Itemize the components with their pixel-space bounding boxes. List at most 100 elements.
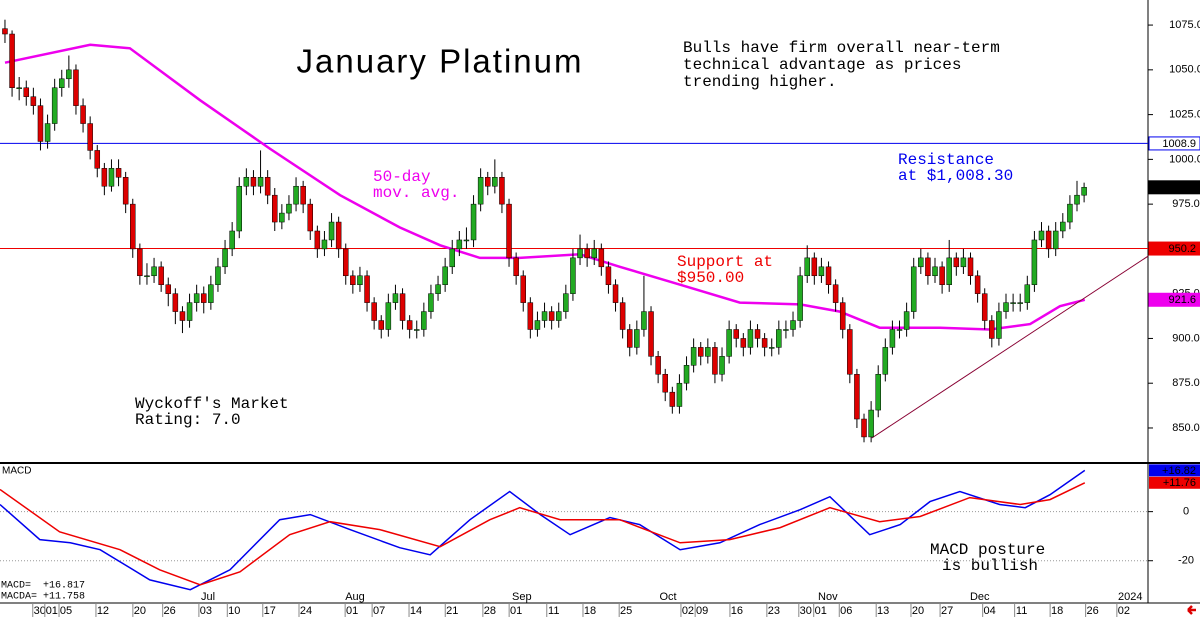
price-tag-label: 1008.9 <box>1162 138 1196 150</box>
candle-body <box>229 230 235 250</box>
candle-body <box>861 418 867 438</box>
month-label: Oct <box>660 591 677 603</box>
candle-body <box>903 311 910 330</box>
y-tick-label: 0 <box>1183 506 1189 518</box>
candle-body <box>875 374 881 411</box>
candle-body <box>697 347 704 357</box>
candle-body <box>648 311 654 357</box>
candle-body <box>449 248 455 268</box>
candle-body <box>896 329 903 331</box>
x-tick-label: 30 <box>34 605 46 617</box>
candle-body <box>463 239 470 242</box>
y-tick-label: 1000.0 <box>1169 153 1200 165</box>
candle-body <box>30 96 37 106</box>
candle-body <box>108 168 115 187</box>
candle-body <box>825 266 832 285</box>
candle-body <box>939 266 945 285</box>
candle-body <box>385 302 392 330</box>
x-tick-label: 16 <box>731 605 743 617</box>
candle-body <box>208 284 214 303</box>
candle-body <box>193 293 200 303</box>
candle-body <box>314 230 321 250</box>
candle-body <box>421 311 427 330</box>
candle-body <box>477 177 484 205</box>
value-tag <box>1149 476 1200 489</box>
x-tick-label: 18 <box>1051 605 1063 617</box>
candle-body <box>80 105 86 124</box>
candle-body <box>669 391 676 407</box>
candle-body <box>172 293 179 312</box>
value-tag-label: +16.82 <box>1162 465 1196 477</box>
x-tick-label: 11 <box>548 605 559 617</box>
resistance-note: Resistance at $1,008.30 <box>898 151 1013 185</box>
ma-note-line: mov. avg. <box>373 184 459 202</box>
x-tick-label: 17 <box>264 605 276 617</box>
scroll-arrow[interactable] <box>1187 605 1196 615</box>
candle-body <box>918 257 924 268</box>
support-note-line: $950.00 <box>677 269 744 287</box>
candle-body <box>2 28 8 35</box>
rating-note: Wyckoff's Market Rating: 7.0 <box>135 395 289 429</box>
x-tick-label: 18 <box>584 605 596 617</box>
candle-body <box>641 311 647 330</box>
candle-body <box>1031 239 1038 285</box>
x-tick-label: 20 <box>134 605 146 617</box>
candle-body <box>37 105 44 142</box>
month-label: Jul <box>201 591 215 603</box>
y-tick-label: 975.0 <box>1172 198 1200 210</box>
candle-body <box>832 284 839 303</box>
candle-body <box>357 275 363 285</box>
price-tag <box>1148 292 1200 307</box>
candle-body <box>158 266 164 285</box>
candle-body <box>492 177 498 187</box>
candle-body <box>747 329 754 348</box>
chart-title: January Platinum <box>297 43 584 80</box>
candle-body <box>499 177 505 205</box>
candle-body <box>634 329 640 348</box>
macd-note-line: is bullish <box>942 557 1038 575</box>
candle-body <box>974 275 981 294</box>
candle-body <box>719 356 725 375</box>
candle-body <box>243 177 250 187</box>
candle-body <box>350 275 356 285</box>
candle-body <box>59 78 65 88</box>
candle-body <box>655 356 661 375</box>
candle-body <box>94 150 101 169</box>
resistance-note-line: Resistance <box>898 151 994 169</box>
candle-body <box>264 177 271 196</box>
candle-body <box>520 275 526 303</box>
candle-body <box>257 177 264 187</box>
candle-body <box>16 87 22 89</box>
candle-body <box>364 275 370 303</box>
candle-body <box>662 374 668 393</box>
candle-body <box>300 185 306 205</box>
candle-body <box>321 239 328 250</box>
support-note-line: Support at <box>677 253 773 271</box>
y-tick-label: 1075.0 <box>1169 19 1200 31</box>
candle-body <box>250 177 257 187</box>
price-tag-label: 984.4 <box>1168 182 1196 194</box>
candle-body <box>470 203 477 241</box>
candle-body <box>591 248 597 259</box>
y-tick-label: 850.0 <box>1172 422 1200 434</box>
candle-body <box>690 347 697 366</box>
rating-note-line: Wyckoff's Market <box>135 395 289 413</box>
candle-body <box>201 293 207 303</box>
candle-body <box>1045 230 1052 250</box>
month-label: Dec <box>970 591 990 603</box>
candle-body <box>797 275 803 321</box>
candle-body <box>506 203 512 259</box>
macd-note: MACD posture is bullish <box>930 541 1045 575</box>
candle-body <box>435 284 441 294</box>
candle-body <box>811 257 818 277</box>
candle-body <box>222 248 228 268</box>
candle-body <box>1081 187 1087 196</box>
candle-body <box>1003 302 1009 312</box>
candle-body <box>73 69 79 106</box>
candle-body <box>790 320 796 330</box>
price-tag <box>1148 180 1200 195</box>
candle-body <box>122 177 129 205</box>
macd-line <box>0 482 1086 586</box>
macd-readout: MACDA= +11.758 <box>1 592 85 603</box>
